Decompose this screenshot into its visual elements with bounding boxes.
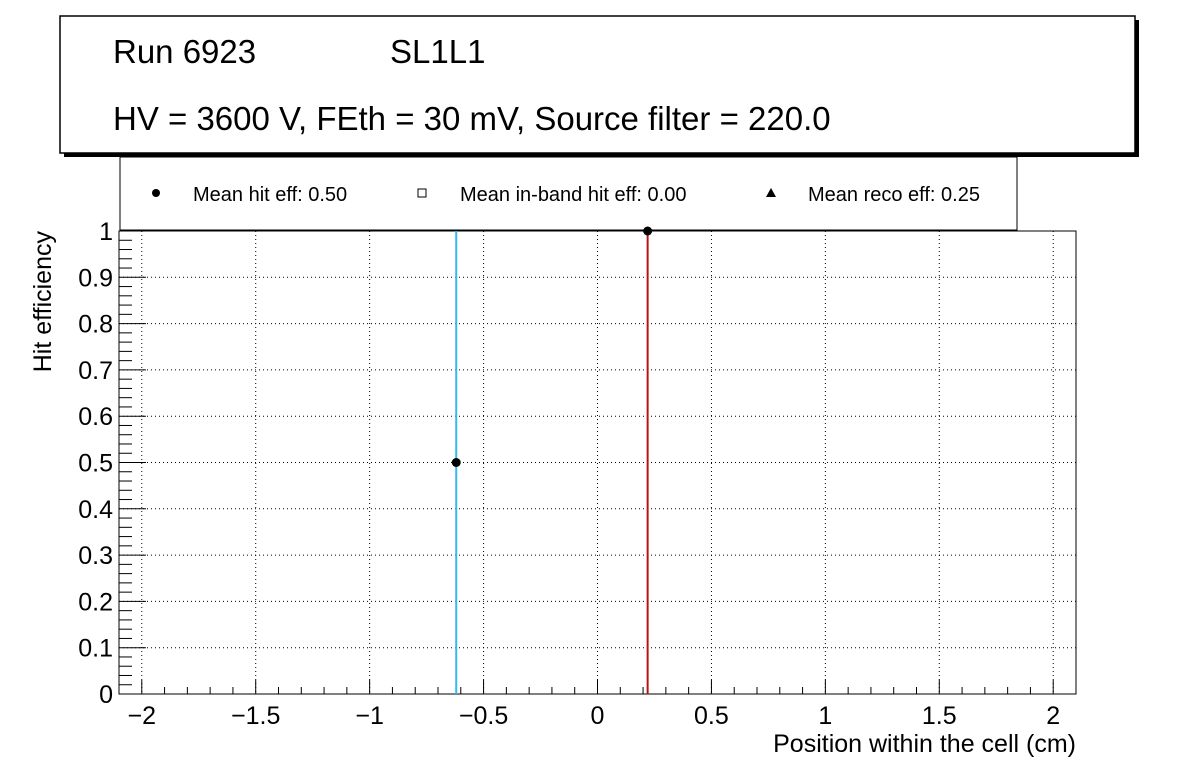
x-tick-label: −1.5	[231, 702, 280, 730]
axis-ticks	[118, 230, 1077, 695]
y-tick-label: 0.6	[78, 403, 113, 431]
y-tick-label: 1	[99, 218, 113, 246]
x-tick-labels: −2 −1.5 −1 −0.5 0 0.5 1 1.5 2	[128, 702, 1061, 730]
x-tick-label: 1.5	[922, 702, 957, 730]
x-tick-label: −2	[128, 702, 157, 730]
legend-marker-circle	[152, 189, 160, 197]
title-settings: HV = 3600 V, FEth = 30 mV, Source filter…	[113, 100, 831, 137]
y-tick-label: 0.9	[78, 264, 113, 292]
legend-label-inband: Mean in-band hit eff: 0.00	[460, 184, 686, 206]
x-axis-title: Position within the cell (cm)	[773, 730, 1076, 758]
grid	[119, 231, 1076, 694]
data-point	[643, 226, 653, 236]
legend-label-reco: Mean reco eff: 0.25	[808, 184, 980, 206]
y-tick-label: 0.1	[78, 635, 113, 663]
x-tick-label: −0.5	[459, 702, 508, 730]
x-tick-label: 0.5	[694, 702, 729, 730]
legend-marker-open-square	[417, 188, 427, 198]
legend: Mean hit eff: 0.50 Mean in-band hit eff:…	[119, 156, 1018, 231]
x-tick-label: −1	[355, 702, 384, 730]
title-run: Run 6923	[113, 33, 256, 70]
y-tick-label: 0.3	[78, 542, 113, 570]
data-points	[451, 226, 653, 467]
y-tick-label: 0	[99, 681, 113, 709]
y-tick-labels: 0 0.1 0.2 0.3 0.4 0.5 0.6 0.7 0.8 0.9 1	[78, 218, 113, 709]
plot-frame	[118, 230, 1077, 695]
legend-label-hit: Mean hit eff: 0.50	[193, 184, 347, 206]
x-tick-label: 1	[818, 702, 832, 730]
y-tick-label: 0.5	[78, 450, 113, 478]
x-tick-label: 2	[1046, 702, 1060, 730]
legend-marker-triangle	[766, 188, 776, 197]
y-tick-label: 0.8	[78, 311, 113, 339]
y-tick-label: 0.7	[78, 357, 113, 385]
y-axis-title: Hit efficiency	[29, 231, 57, 373]
y-tick-label: 0.4	[78, 496, 113, 524]
data-point	[451, 458, 461, 467]
title-layer: SL1L1	[390, 33, 485, 70]
x-tick-label: 0	[591, 702, 605, 730]
y-tick-label: 0.2	[78, 588, 113, 616]
title-box: Run 6923 SL1L1 HV = 3600 V, FEth = 30 mV…	[59, 15, 1139, 157]
